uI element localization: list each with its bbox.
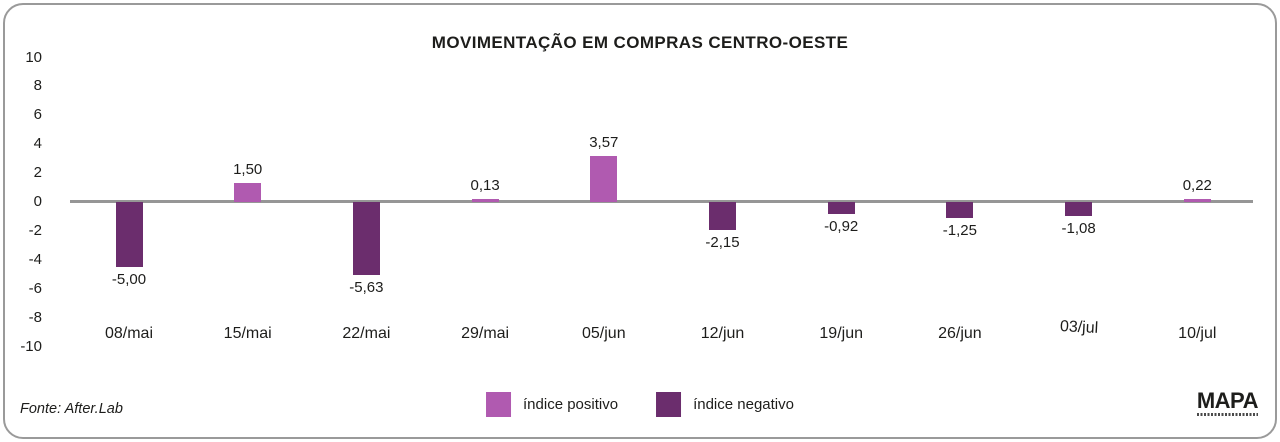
x-axis-label: 08/mai bbox=[104, 325, 154, 342]
x-axis-label: 29/mai bbox=[461, 325, 510, 342]
legend-swatch-icon bbox=[656, 392, 682, 417]
legend-swatch-icon bbox=[486, 392, 512, 417]
bar-positive bbox=[471, 199, 499, 202]
y-axis-tick-label: -4 bbox=[28, 250, 42, 268]
x-axis-label: 22/mai bbox=[342, 325, 391, 342]
bar-value-label: 0,22 bbox=[1182, 177, 1212, 194]
x-axis-label: 10/jul bbox=[1178, 325, 1217, 342]
card-border bbox=[3, 3, 1277, 439]
legend-label: índice negativo bbox=[693, 396, 794, 413]
y-axis-tick-label: 2 bbox=[33, 164, 42, 182]
y-axis-tick-label: 0 bbox=[33, 193, 42, 210]
bar-negative bbox=[1065, 202, 1093, 217]
mapa-logo-word: MAPA bbox=[1196, 388, 1259, 413]
bar-value-label: -0,92 bbox=[824, 217, 859, 235]
y-axis-tick-label: -2 bbox=[28, 221, 42, 239]
y-axis-tick-label: 8 bbox=[33, 77, 42, 95]
bar-negative bbox=[709, 202, 736, 230]
legend-label: índice positivo bbox=[523, 396, 619, 413]
chart-title: MOVIMENTAÇÃO EM COMPRAS CENTRO-OESTE bbox=[431, 33, 849, 52]
bar-positive bbox=[1183, 199, 1211, 202]
y-axis-tick-label: 6 bbox=[33, 106, 42, 124]
mapa-logo-tagline-line bbox=[1196, 413, 1258, 416]
bar-value-label: 0,13 bbox=[470, 177, 500, 194]
y-axis-tick-label: -10 bbox=[20, 337, 42, 355]
x-axis-label: 05/jun bbox=[582, 325, 626, 342]
y-axis-tick-label: 10 bbox=[25, 48, 42, 66]
x-axis-label: 15/mai bbox=[223, 325, 272, 342]
y-axis-tick-label: 4 bbox=[33, 135, 42, 153]
x-axis-label: 19/jun bbox=[819, 325, 863, 342]
bar-negative bbox=[946, 202, 974, 219]
bar-negative bbox=[115, 202, 143, 267]
bar-positive bbox=[234, 182, 262, 202]
x-axis-label: 26/jun bbox=[938, 325, 982, 342]
bar-value-label: -2,15 bbox=[705, 233, 740, 251]
legend-item: índice positivo bbox=[486, 392, 618, 417]
bar-negative bbox=[352, 202, 380, 276]
zero-axis-line bbox=[70, 200, 1253, 203]
bar-value-label: 1,50 bbox=[233, 160, 263, 178]
mapa-logo: MAPA bbox=[1196, 388, 1259, 416]
bar-negative bbox=[827, 202, 855, 214]
bar-value-label: 3,57 bbox=[589, 133, 619, 151]
y-axis-tick-label: -8 bbox=[28, 308, 42, 326]
source-note: Fonte: After.Lab bbox=[20, 401, 123, 417]
bar-positive bbox=[590, 155, 618, 202]
y-axis-tick-label: -6 bbox=[28, 279, 42, 297]
bar-value-label: -1,25 bbox=[942, 222, 977, 240]
bar-value-label: -5,00 bbox=[111, 271, 147, 288]
x-axis-label: 12/jun bbox=[700, 325, 745, 342]
bar-value-label: -5,63 bbox=[349, 279, 384, 297]
bar-value-label: -1,08 bbox=[1061, 220, 1096, 238]
legend: índice positivo índice negativo bbox=[486, 392, 794, 417]
legend-item: índice negativo bbox=[656, 392, 794, 417]
